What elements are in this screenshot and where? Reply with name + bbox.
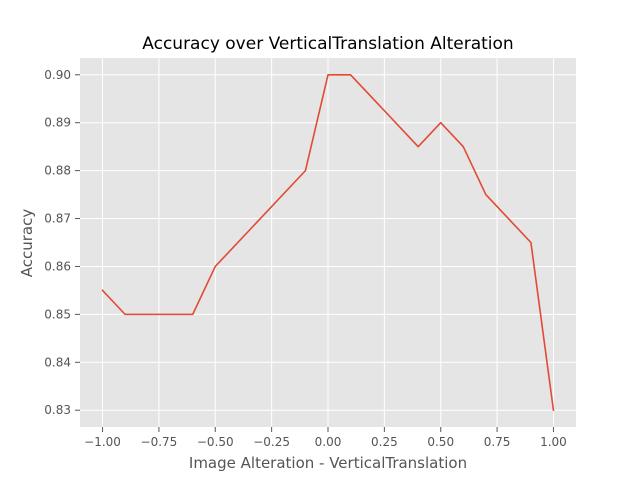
- y-tick-label: 0.89: [44, 116, 71, 130]
- chart-title: Accuracy over VerticalTranslation Altera…: [142, 34, 513, 54]
- x-tick-label: 0.25: [371, 435, 398, 449]
- grid: [80, 58, 576, 427]
- y-tick-label: 0.87: [44, 212, 71, 226]
- y-tick-label: 0.83: [44, 403, 71, 417]
- x-tick-label: 0.75: [484, 435, 511, 449]
- y-tick-label: 0.90: [44, 68, 71, 82]
- y-tick-label: 0.86: [44, 259, 71, 273]
- y-tick-label: 0.88: [44, 164, 71, 178]
- series-layer: [101, 73, 555, 412]
- y-tick-label: 0.85: [44, 307, 71, 321]
- x-tick-label: 0.00: [315, 435, 342, 449]
- x-tick-label: −0.25: [253, 435, 290, 449]
- x-axis-ticks: −1.00 −0.75 −0.50 −0.25 0.00 0.25 0.50 0.75 1.00: [84, 427, 567, 449]
- series-line: [101, 73, 555, 412]
- x-tick-label: −0.50: [197, 435, 234, 449]
- y-axis-label: Accuracy: [18, 209, 36, 278]
- x-tick-label: −0.75: [141, 435, 178, 449]
- x-axis-label: Image Alteration - VerticalTranslation: [189, 454, 467, 472]
- x-tick-label: −1.00: [84, 435, 121, 449]
- x-tick-label: 1.00: [540, 435, 567, 449]
- y-axis-ticks: 0.83 0.84 0.85 0.86 0.87 0.88 0.89 0.90: [44, 68, 80, 417]
- x-tick-label: 0.50: [427, 435, 454, 449]
- y-tick-label: 0.84: [44, 355, 71, 369]
